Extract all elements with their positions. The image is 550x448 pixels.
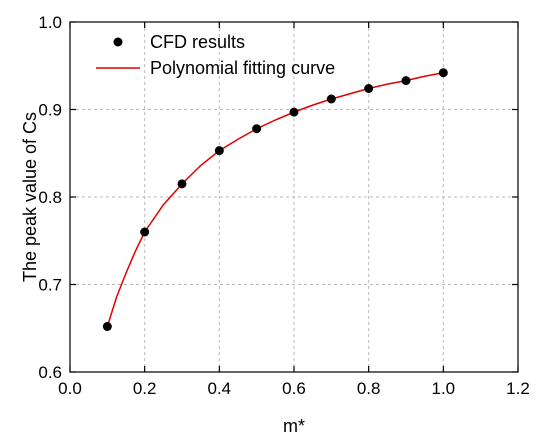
y-tick-label: 0.9 — [38, 101, 62, 120]
x-tick-label: 0.6 — [282, 379, 306, 398]
legend-label-polynomial-fitting-curve: Polynomial fitting curve — [150, 58, 335, 78]
legend: CFD results Polynomial fitting curve — [96, 32, 335, 78]
cfd-data-point — [214, 146, 224, 156]
y-tick-label: 0.6 — [38, 363, 62, 382]
cfd-data-point — [326, 94, 336, 104]
plot-area — [102, 68, 448, 331]
x-axis-title: m* — [283, 416, 305, 436]
cfd-data-point — [364, 84, 374, 93]
cfd-data-point — [102, 322, 112, 331]
fitting-curve-line — [106, 72, 444, 327]
y-tick-label: 0.7 — [38, 276, 62, 295]
cfd-data-point — [438, 68, 448, 78]
axis-ticks: 0.0 0.2 0.4 0.6 0.8 1.0 1.2 0.6 0.7 0.8 0.9 1.0 — [38, 13, 529, 398]
cfd-data-point — [177, 179, 187, 189]
x-tick-label: 0.0 — [58, 379, 82, 398]
x-tick-label: 1.2 — [506, 379, 530, 398]
y-tick-label: 1.0 — [38, 13, 62, 32]
x-tick-label: 0.8 — [357, 379, 381, 398]
y-axis-title: The peak value of Cs — [20, 112, 40, 282]
x-tick-label: 0.4 — [208, 379, 232, 398]
x-tick-label: 0.2 — [133, 379, 157, 398]
y-tick-label: 0.8 — [38, 188, 62, 207]
legend-marker-cfd-results — [113, 37, 123, 47]
cfd-data-point — [140, 227, 150, 237]
cfd-data-point — [252, 124, 262, 134]
cfd-data-point — [289, 107, 299, 117]
x-tick-label: 1.0 — [432, 379, 456, 398]
legend-label-cfd-results: CFD results — [150, 32, 245, 52]
cfd-data-point — [401, 76, 411, 86]
